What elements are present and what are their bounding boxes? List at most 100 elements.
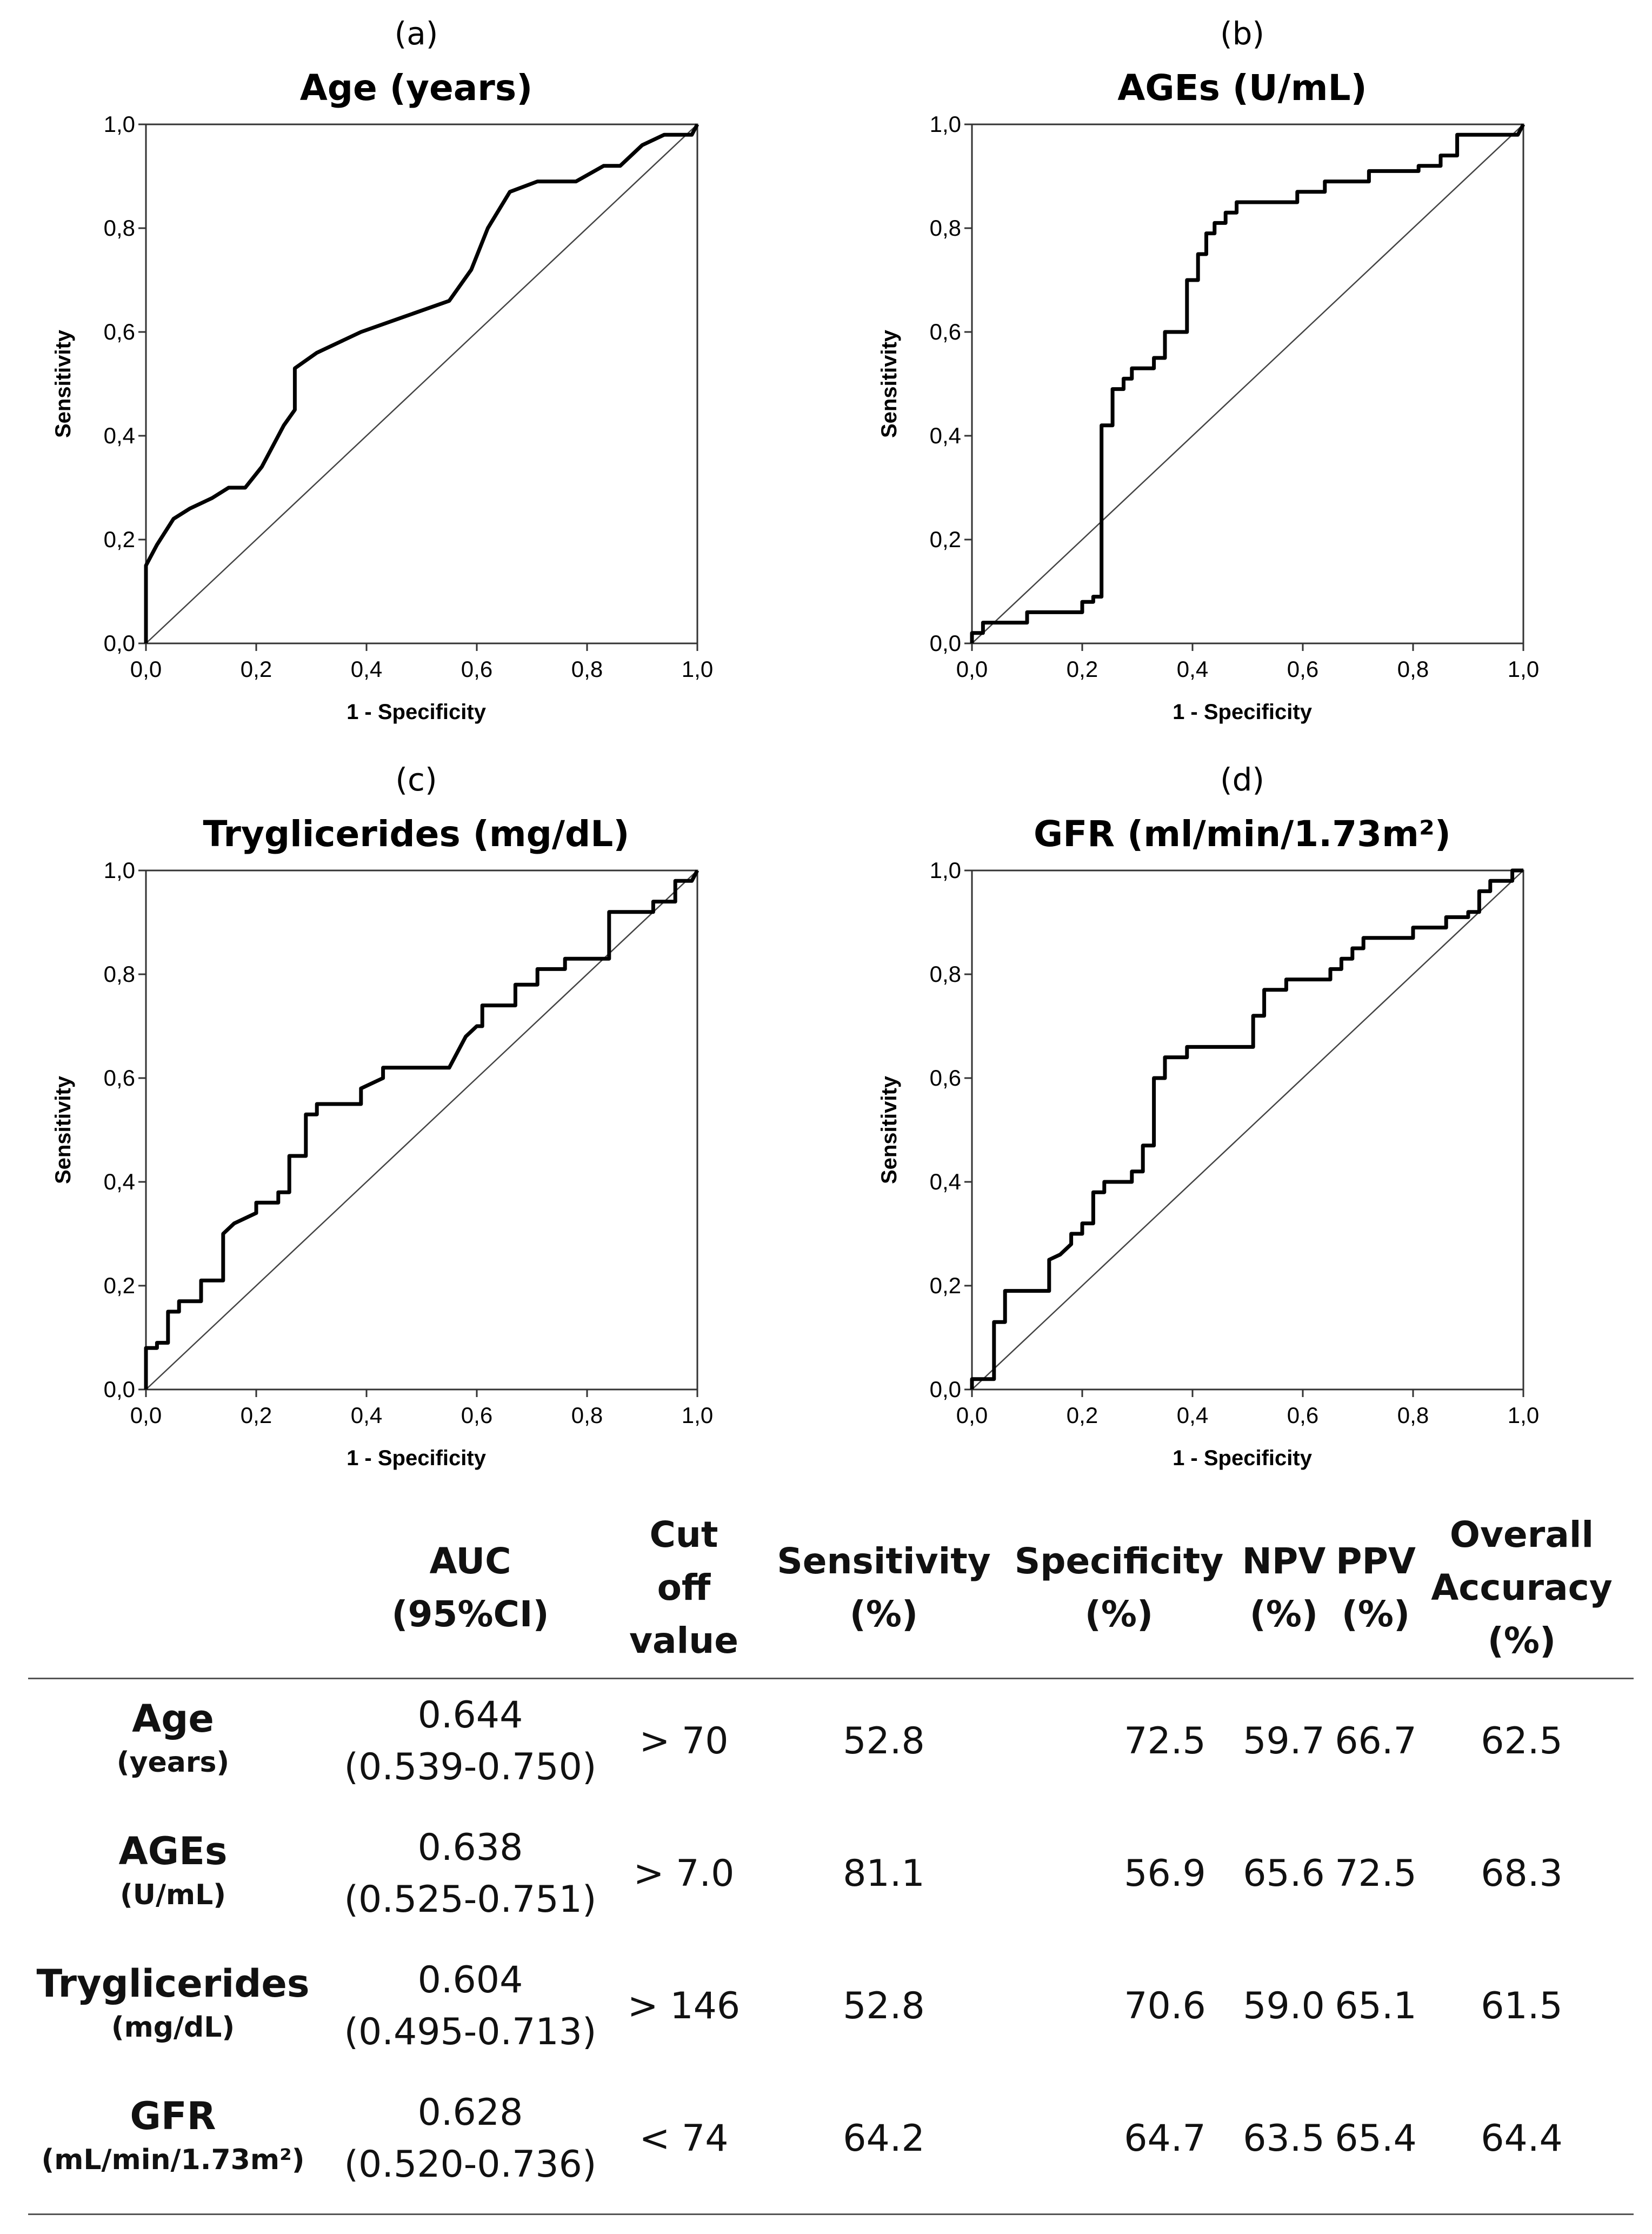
- column-header-line: (%): [1249, 1593, 1318, 1635]
- row-label-unit: (U/mL): [119, 1879, 227, 1911]
- auc-ci: (0.539-0.750): [344, 1746, 597, 1788]
- roc-curve: [144, 869, 700, 1389]
- row-label-unit: (mL/min/1.73m²): [41, 2144, 305, 2176]
- x-axis-title: 1 - Specificity: [1173, 1446, 1313, 1470]
- y-axis-title: Sensitivity: [51, 1075, 75, 1184]
- x-axis-title: 1 - Specificity: [347, 700, 487, 724]
- reference-diagonal: [145, 870, 698, 1390]
- column-header-line: AUC: [429, 1540, 511, 1582]
- x-tick-label: 1,0: [1508, 656, 1539, 682]
- y-tick-label: 0,2: [930, 1273, 961, 1298]
- column-header-line: (%): [1341, 1593, 1410, 1635]
- column-header-line: value: [629, 1620, 738, 1661]
- ppv-cell: 72.5: [1335, 1852, 1417, 1895]
- roc-chart-d: (d) GFR (ml/min/1.73m²) 0,0 0,2 0,4 0,6 0,8 1,0…: [877, 761, 1539, 1470]
- plot-frame: [145, 869, 698, 1391]
- roc-curve: [970, 868, 1523, 1389]
- y-tick-label: 0,6: [104, 319, 135, 344]
- x-tick-label: 0,6: [461, 656, 492, 682]
- y-tick-label: 1,0: [104, 111, 135, 137]
- x-tick-label: 0,4: [351, 1402, 382, 1428]
- auc-cell: 0.628 (0.520-0.736): [308, 2087, 632, 2191]
- row-label-main: GFR: [130, 2094, 216, 2138]
- x-tick-label: 0,6: [461, 1402, 492, 1428]
- row-label: GFR (mL/min/1.73m²): [11, 2092, 335, 2180]
- x-tick-label: 0,4: [1177, 656, 1208, 682]
- x-axis-title: 1 - Specificity: [347, 1446, 487, 1470]
- row-label: Age (years): [11, 1695, 335, 1783]
- column-header-line: (%): [1084, 1593, 1154, 1635]
- y-tick-label: 0,2: [104, 527, 135, 552]
- npv-cell: 63.5: [1243, 2117, 1325, 2160]
- x-tick-label: 0,8: [1397, 1402, 1429, 1428]
- x-tick-label: 0,2: [241, 1402, 272, 1428]
- x-tick-label: 0,0: [130, 656, 162, 682]
- column-header-line: Specificity: [1014, 1540, 1224, 1582]
- auc-ci: (0.525-0.751): [344, 1878, 597, 1921]
- x-tick-label: 0,6: [1287, 656, 1318, 682]
- acc-cell: 62.5: [1481, 1720, 1563, 1763]
- y-tick-label: 0,0: [930, 1377, 961, 1402]
- y-axis-title: Sensitivity: [877, 329, 901, 438]
- x-tick-label: 0,4: [1177, 1402, 1208, 1428]
- y-tick-label: 0,6: [104, 1065, 135, 1091]
- column-header-npv: NPV (%): [1235, 1535, 1333, 1641]
- column-header-line: (%): [849, 1593, 918, 1635]
- x-tick-label: 0,6: [1287, 1402, 1318, 1428]
- cutoff-cell: < 74: [639, 2117, 729, 2160]
- column-header-auc: AUC (95%CI): [330, 1535, 611, 1641]
- x-tick-label: 0,4: [351, 656, 382, 682]
- y-tick-label: 0,0: [930, 630, 961, 656]
- row-label-main: Tryglicerides: [36, 1962, 310, 2006]
- column-header-line: PPV: [1336, 1540, 1416, 1582]
- auc-value: 0.644: [417, 1694, 523, 1737]
- x-tick-label: 0,0: [130, 1402, 162, 1428]
- acc-cell: 64.4: [1481, 2117, 1563, 2160]
- x-tick-label: 0,8: [571, 1402, 603, 1428]
- spec-cell: 56.9: [1124, 1852, 1206, 1895]
- y-tick-label: 0,2: [930, 527, 961, 552]
- spec-cell: 70.6: [1124, 1985, 1206, 2027]
- column-header-line: NPV: [1242, 1540, 1326, 1582]
- y-tick-label: 0,6: [930, 1065, 961, 1091]
- reference-diagonal: [971, 124, 1524, 644]
- y-tick-label: 1,0: [930, 111, 961, 137]
- panel-label: (a): [395, 15, 438, 52]
- sens-cell: 52.8: [843, 1720, 925, 1763]
- column-header-cutoff: Cut off value: [614, 1508, 754, 1667]
- x-tick-label: 0,0: [956, 656, 988, 682]
- column-header-ppv: PPV (%): [1333, 1535, 1419, 1641]
- panel-label: (c): [395, 761, 437, 798]
- spec-cell: 72.5: [1124, 1720, 1206, 1763]
- chart-title: Tryglicerides (mg/dL): [203, 813, 630, 855]
- y-tick-label: 0,4: [930, 1169, 961, 1194]
- x-tick-label: 0,2: [1067, 656, 1098, 682]
- y-tick-label: 0,4: [104, 1169, 135, 1194]
- ppv-cell: 65.4: [1335, 2117, 1417, 2160]
- row-label: Tryglicerides (mg/dL): [11, 1960, 335, 2047]
- roc-curve: [144, 123, 700, 643]
- npv-cell: 59.7: [1243, 1720, 1325, 1763]
- auc-cell: 0.644 (0.539-0.750): [308, 1690, 632, 1793]
- column-header-line: (95%CI): [391, 1593, 549, 1635]
- acc-cell: 61.5: [1481, 1985, 1563, 2027]
- ppv-cell: 65.1: [1335, 1985, 1417, 2027]
- auc-value: 0.604: [417, 1959, 523, 2002]
- y-tick-label: 0,8: [930, 215, 961, 241]
- x-tick-label: 0,8: [571, 656, 603, 682]
- roc-panel-d: (d) GFR (ml/min/1.73m²) 0,0 0,2 0,4 0,6 0,8 1,0…: [826, 746, 1652, 1492]
- column-header-line: Cut: [649, 1514, 718, 1555]
- npv-cell: 59.0: [1243, 1985, 1325, 2027]
- panel-label: (b): [1220, 15, 1264, 52]
- plot-frame: [971, 869, 1524, 1391]
- y-tick-label: 0,6: [930, 319, 961, 344]
- y-tick-label: 0,0: [104, 1377, 135, 1402]
- column-header-sens: Sensitivity (%): [760, 1535, 1008, 1641]
- sens-cell: 64.2: [843, 2117, 925, 2160]
- column-header-line: Accuracy: [1431, 1567, 1613, 1608]
- plot-frame: [145, 123, 698, 644]
- auc-ci: (0.495-0.713): [344, 2011, 597, 2053]
- y-tick-label: 1,0: [104, 857, 135, 883]
- cutoff-cell: > 70: [639, 1720, 729, 1763]
- column-header-line: (%): [1487, 1620, 1556, 1661]
